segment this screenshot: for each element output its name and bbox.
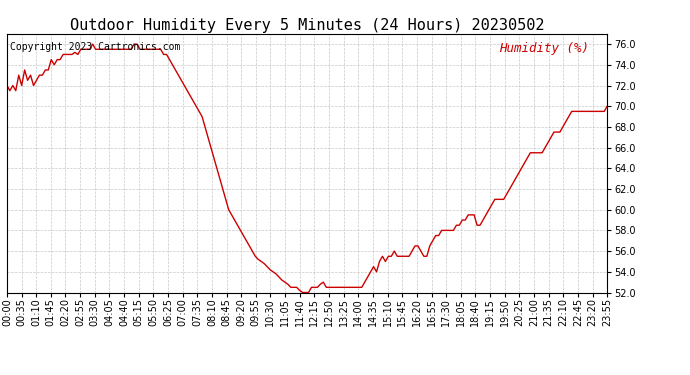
Title: Outdoor Humidity Every 5 Minutes (24 Hours) 20230502: Outdoor Humidity Every 5 Minutes (24 Hou… xyxy=(70,18,544,33)
Text: Copyright 2023 Cartronics.com: Copyright 2023 Cartronics.com xyxy=(10,42,180,51)
Text: Humidity (%): Humidity (%) xyxy=(499,42,589,54)
